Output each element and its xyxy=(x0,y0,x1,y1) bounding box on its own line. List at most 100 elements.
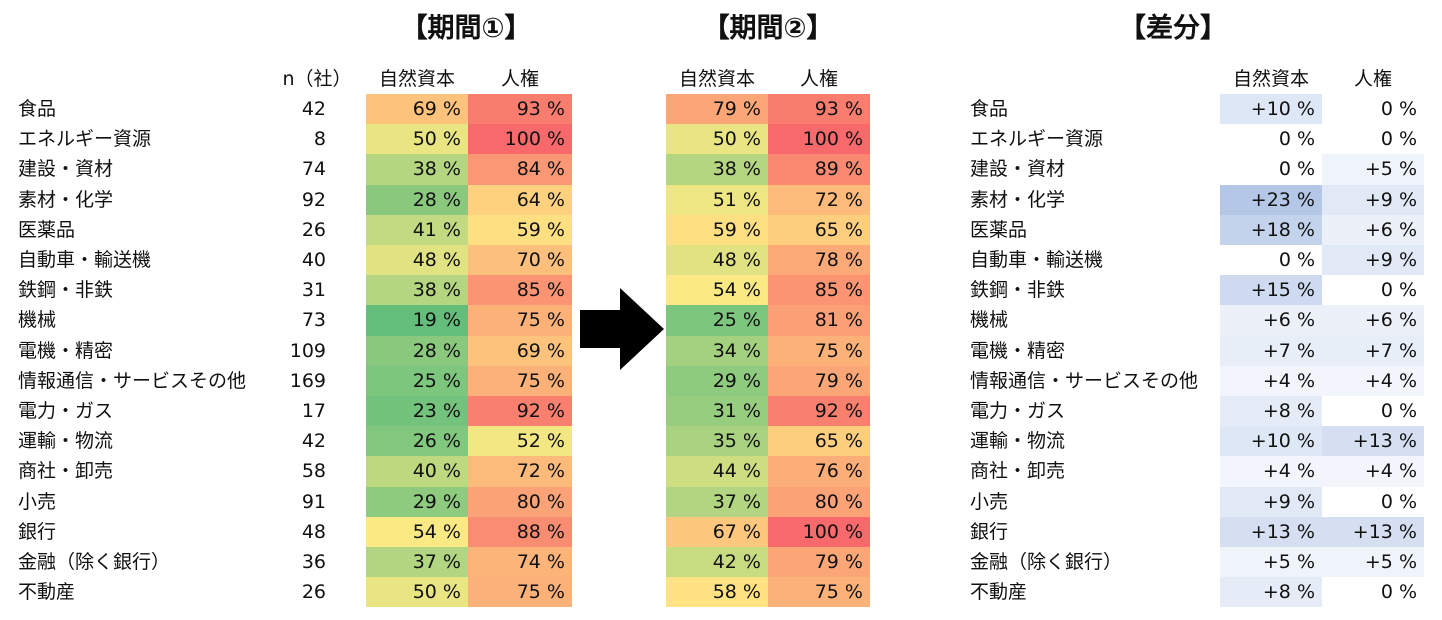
cell-p1-hum: 84 % xyxy=(468,154,572,185)
cell-p2-nat: 42 % xyxy=(666,547,768,578)
cell-p2-hum: 76 % xyxy=(768,456,870,487)
diff-row-label: 自動車・輸送機 xyxy=(970,249,1104,271)
cell-p2-hum: 75 % xyxy=(768,577,870,608)
cell-d-nat: +5 % xyxy=(1220,547,1322,578)
cell-p2-hum: 81 % xyxy=(768,305,870,336)
cell-d-hum: +13 % xyxy=(1322,426,1424,457)
cell-p2-hum: 92 % xyxy=(768,396,870,427)
cell-p2-hum: 65 % xyxy=(768,426,870,457)
cell-p2-nat: 25 % xyxy=(666,305,768,336)
cell-d-hum: +9 % xyxy=(1322,245,1424,276)
row-n: 48 xyxy=(301,520,326,543)
diff-row-label: 電機・精密 xyxy=(970,339,1066,362)
cell-p1-hum: 52 % xyxy=(468,426,572,457)
cell-d-hum: 0 % xyxy=(1322,486,1424,517)
diff-row-label: 食品 xyxy=(970,98,1009,120)
cell-d-hum: +6 % xyxy=(1322,214,1424,245)
cell-p2-hum: 89 % xyxy=(768,154,870,185)
cell-p2-nat: 29 % xyxy=(666,365,768,396)
cell-p1-nat: 69 % xyxy=(366,94,468,125)
cell-p1-nat: 38 % xyxy=(366,154,468,185)
cell-p1-hum: 85 % xyxy=(468,275,572,306)
cell-d-hum: 0 % xyxy=(1322,577,1424,608)
cell-p1-nat: 28 % xyxy=(366,184,468,215)
cell-d-hum: +13 % xyxy=(1322,516,1424,547)
header-diff-natural: 自然資本 xyxy=(1232,68,1309,90)
row-n: 8 xyxy=(313,128,326,151)
cell-p1-nat: 48 % xyxy=(366,245,468,276)
cell-p1-nat: 38 % xyxy=(366,275,468,306)
row-label: 小売 xyxy=(18,490,57,513)
diff-row-label: 医薬品 xyxy=(970,218,1028,241)
cell-p1-hum: 72 % xyxy=(468,456,572,487)
cell-p1-hum: 93 % xyxy=(468,94,572,125)
diff-row-label: 建設・資材 xyxy=(970,158,1066,181)
row-n: 26 xyxy=(301,218,326,241)
cell-p2-nat: 50 % xyxy=(666,124,768,155)
cell-p2-nat: 38 % xyxy=(666,154,768,185)
cell-p2-hum: 65 % xyxy=(768,214,870,245)
cell-d-nat: +8 % xyxy=(1220,396,1322,427)
cell-p1-nat: 50 % xyxy=(366,577,468,608)
row-n: 109 xyxy=(289,339,326,362)
cell-d-hum: 0 % xyxy=(1322,124,1424,155)
diff-row-label: 小売 xyxy=(970,490,1009,513)
cell-d-nat: +6 % xyxy=(1220,305,1322,336)
cell-d-hum: +4 % xyxy=(1322,456,1424,487)
title-diff: 【差分】 xyxy=(1119,13,1227,44)
cell-p1-hum: 59 % xyxy=(468,214,572,245)
cell-d-hum: 0 % xyxy=(1322,275,1424,306)
cell-d-nat: +15 % xyxy=(1220,275,1322,306)
cell-p1-nat: 50 % xyxy=(366,124,468,155)
cell-p1-hum: 75 % xyxy=(468,305,572,336)
cell-p2-hum: 93 % xyxy=(768,94,870,125)
cell-d-nat: +13 % xyxy=(1220,516,1322,547)
row-label: 医薬品 xyxy=(18,218,76,241)
row-n: 91 xyxy=(301,490,326,513)
header-p2-natural: 自然資本 xyxy=(678,68,755,90)
cell-d-hum: 0 % xyxy=(1322,396,1424,427)
diff-row-label: 金融（除く銀行） xyxy=(970,551,1123,573)
cell-p1-hum: 75 % xyxy=(468,365,572,396)
row-n: 40 xyxy=(301,249,326,271)
row-n: 26 xyxy=(301,581,326,604)
diff-row-label: 情報通信・サービスその他 xyxy=(970,369,1199,392)
cell-p2-nat: 37 % xyxy=(666,486,768,517)
cell-p1-hum: 80 % xyxy=(468,486,572,517)
diff-row-label: 電力・ガス xyxy=(970,400,1066,422)
cell-p2-nat: 34 % xyxy=(666,335,768,366)
cell-d-nat: +4 % xyxy=(1220,365,1322,396)
cell-p2-nat: 59 % xyxy=(666,214,768,245)
row-label: 鉄鋼・非鉄 xyxy=(18,279,114,302)
cell-p1-nat: 28 % xyxy=(366,335,468,366)
diff-row-label: 鉄鋼・非鉄 xyxy=(970,279,1066,302)
row-label: 素材・化学 xyxy=(18,188,114,211)
header-p1-human: 人権 xyxy=(500,68,539,90)
cell-p1-hum: 75 % xyxy=(468,577,572,608)
right-arrow-icon xyxy=(580,288,664,370)
cell-p1-hum: 74 % xyxy=(468,547,572,578)
cell-p2-nat: 79 % xyxy=(666,94,768,125)
cell-d-nat: +10 % xyxy=(1220,426,1322,457)
row-label: 機械 xyxy=(18,309,57,332)
cell-p2-hum: 100 % xyxy=(768,516,870,547)
header-diff-human: 人権 xyxy=(1353,68,1392,90)
cell-p1-nat: 23 % xyxy=(366,396,468,427)
row-n: 17 xyxy=(301,400,326,422)
cell-p1-nat: 19 % xyxy=(366,305,468,336)
cell-p1-nat: 54 % xyxy=(366,516,468,547)
diff-row-label: 銀行 xyxy=(970,520,1009,543)
row-label: 金融（除く銀行） xyxy=(18,551,171,573)
cell-d-nat: +10 % xyxy=(1220,94,1322,125)
row-n: 169 xyxy=(289,369,326,392)
row-label: 電力・ガス xyxy=(18,400,114,422)
row-n: 92 xyxy=(301,188,326,211)
cell-d-nat: 0 % xyxy=(1220,124,1322,155)
cell-p2-hum: 79 % xyxy=(768,547,870,578)
cell-p2-hum: 100 % xyxy=(768,124,870,155)
row-n: 74 xyxy=(301,158,326,181)
diff-row-label: 素材・化学 xyxy=(970,188,1066,211)
row-label: 建設・資材 xyxy=(18,158,114,181)
cell-p1-nat: 37 % xyxy=(366,547,468,578)
cell-p1-hum: 64 % xyxy=(468,184,572,215)
